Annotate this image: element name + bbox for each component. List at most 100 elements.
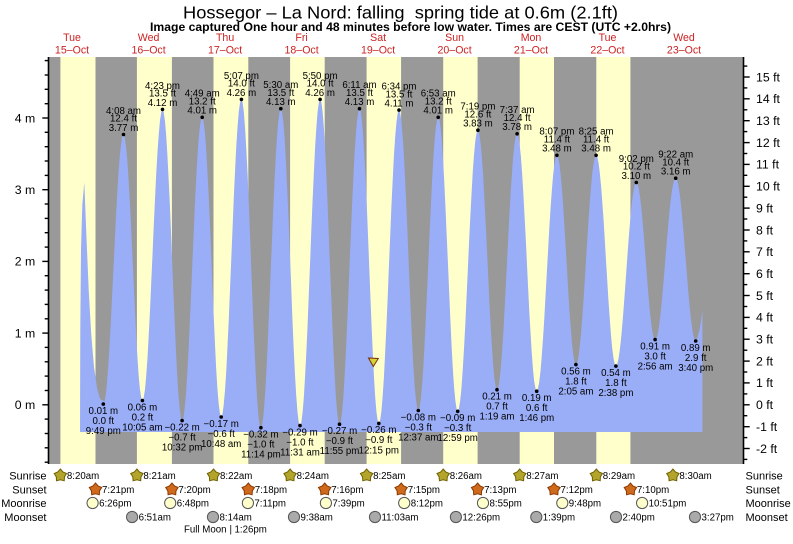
svg-text:Sunset: Sunset <box>746 484 780 496</box>
svg-text:14.0 ft: 14.0 ft <box>307 79 334 90</box>
svg-text:9:49 pm: 9:49 pm <box>86 426 121 437</box>
svg-text:7 ft: 7 ft <box>756 245 774 259</box>
svg-text:−0.3 ft: −0.3 ft <box>405 422 433 433</box>
svg-text:23–Oct: 23–Oct <box>667 45 701 57</box>
svg-text:12:37 am: 12:37 am <box>398 432 438 443</box>
svg-text:0.7 ft: 0.7 ft <box>486 402 508 413</box>
svg-text:7:39pm: 7:39pm <box>332 499 364 510</box>
svg-text:8:25 am: 8:25 am <box>579 127 614 138</box>
svg-text:8:22am: 8:22am <box>220 471 252 482</box>
svg-text:17–Oct: 17–Oct <box>208 45 242 57</box>
svg-text:14.0 ft: 14.0 ft <box>228 79 255 90</box>
svg-text:8 ft: 8 ft <box>756 223 774 237</box>
svg-text:−0.27 m: −0.27 m <box>322 426 357 437</box>
svg-text:Moonset: Moonset <box>746 512 788 524</box>
svg-text:3.78 m: 3.78 m <box>502 122 532 133</box>
svg-text:4:08 am: 4:08 am <box>106 106 141 117</box>
svg-text:1 m: 1 m <box>15 326 36 340</box>
svg-text:0 m: 0 m <box>15 398 36 412</box>
svg-text:−0.7 ft: −0.7 ft <box>168 432 196 443</box>
svg-text:3.48 m: 3.48 m <box>581 144 611 155</box>
svg-text:4.13 m: 4.13 m <box>345 97 375 108</box>
svg-text:1:19 am: 1:19 am <box>479 412 514 423</box>
svg-text:11 ft: 11 ft <box>756 158 780 172</box>
svg-text:2 m: 2 m <box>15 255 36 269</box>
svg-text:13.5 ft: 13.5 ft <box>267 88 294 99</box>
svg-text:12.6 ft: 12.6 ft <box>464 109 491 120</box>
svg-text:0.0 ft: 0.0 ft <box>93 416 115 427</box>
svg-text:8:55pm: 8:55pm <box>490 499 522 510</box>
svg-text:7:15pm: 7:15pm <box>408 485 440 496</box>
svg-text:Wed: Wed <box>138 32 160 44</box>
svg-text:4 ft: 4 ft <box>756 311 774 325</box>
svg-text:4.13 m: 4.13 m <box>266 97 296 108</box>
svg-text:1.8 ft: 1.8 ft <box>565 376 587 387</box>
svg-text:5:30 am: 5:30 am <box>263 80 298 91</box>
svg-text:18–Oct: 18–Oct <box>285 45 319 57</box>
svg-text:3.0 ft: 3.0 ft <box>644 351 666 362</box>
svg-text:20–Oct: 20–Oct <box>438 45 472 57</box>
svg-text:11:03am: 11:03am <box>382 513 419 524</box>
svg-text:19–Oct: 19–Oct <box>361 45 395 57</box>
svg-text:Hossegor – La Nord: falling s: Hossegor – La Nord: falling spring tide … <box>183 3 618 23</box>
svg-text:7:21pm: 7:21pm <box>102 485 134 496</box>
svg-text:1:39pm: 1:39pm <box>543 513 575 524</box>
svg-text:2:05 am: 2:05 am <box>558 387 593 398</box>
svg-text:4.01 m: 4.01 m <box>423 106 453 117</box>
svg-text:5:50 pm: 5:50 pm <box>303 71 338 82</box>
svg-text:−0.22 m: −0.22 m <box>164 422 199 433</box>
svg-text:9 ft: 9 ft <box>756 201 774 215</box>
svg-text:0.6 ft: 0.6 ft <box>526 403 548 414</box>
svg-text:6 ft: 6 ft <box>756 267 774 281</box>
svg-text:12.4 ft: 12.4 ft <box>504 113 531 124</box>
svg-text:1.8 ft: 1.8 ft <box>605 378 627 389</box>
svg-text:10:05 am: 10:05 am <box>122 422 162 433</box>
svg-text:Tue: Tue <box>599 32 617 44</box>
svg-text:13 ft: 13 ft <box>756 114 781 128</box>
svg-text:12:26pm: 12:26pm <box>462 513 500 524</box>
svg-text:−0.6 ft: −0.6 ft <box>208 429 236 440</box>
svg-text:2.9 ft: 2.9 ft <box>685 353 707 364</box>
svg-text:−0.9 ft: −0.9 ft <box>365 435 393 446</box>
svg-text:12:15 pm: 12:15 pm <box>359 445 399 456</box>
svg-text:5 ft: 5 ft <box>756 289 774 303</box>
svg-text:0.01 m: 0.01 m <box>88 406 118 417</box>
svg-text:Moonset: Moonset <box>4 512 46 524</box>
svg-text:16–Oct: 16–Oct <box>132 45 166 57</box>
svg-text:4:23 pm: 4:23 pm <box>145 81 180 92</box>
svg-text:−0.32 m: −0.32 m <box>243 430 278 441</box>
svg-text:1 ft: 1 ft <box>756 376 774 390</box>
svg-text:0.91 m: 0.91 m <box>640 341 670 352</box>
svg-text:4.12 m: 4.12 m <box>148 98 178 109</box>
svg-text:2:40pm: 2:40pm <box>623 513 655 524</box>
svg-text:6:51am: 6:51am <box>139 513 171 524</box>
svg-text:11:31 am: 11:31 am <box>280 448 320 459</box>
svg-text:0.54 m: 0.54 m <box>601 368 631 379</box>
svg-text:Mon: Mon <box>521 32 542 44</box>
svg-text:7:18pm: 7:18pm <box>255 485 287 496</box>
svg-text:4.26 m: 4.26 m <box>227 88 257 99</box>
svg-text:3.83 m: 3.83 m <box>463 119 493 130</box>
svg-text:-1 ft: -1 ft <box>756 420 778 434</box>
svg-text:8:30am: 8:30am <box>679 471 711 482</box>
svg-text:6:53 am: 6:53 am <box>421 89 456 100</box>
svg-text:10:48 am: 10:48 am <box>201 439 241 450</box>
svg-text:|: | <box>230 525 233 536</box>
svg-text:Sunset: Sunset <box>12 484 46 496</box>
svg-text:8:24am: 8:24am <box>297 471 329 482</box>
svg-text:−0.3 ft: −0.3 ft <box>444 423 472 434</box>
svg-text:9:02 pm: 9:02 pm <box>619 154 654 165</box>
svg-text:0.89 m: 0.89 m <box>681 343 711 354</box>
svg-text:3:40 pm: 3:40 pm <box>678 363 713 374</box>
svg-text:13.5 ft: 13.5 ft <box>149 89 176 100</box>
svg-text:7:20pm: 7:20pm <box>178 485 210 496</box>
svg-text:7:16pm: 7:16pm <box>331 485 363 496</box>
svg-text:6:11 am: 6:11 am <box>342 80 376 91</box>
svg-text:22–Oct: 22–Oct <box>590 45 624 57</box>
svg-text:−1.0 ft: −1.0 ft <box>247 440 275 451</box>
svg-text:−0.9 ft: −0.9 ft <box>326 436 354 447</box>
svg-text:-2 ft: -2 ft <box>756 442 778 456</box>
svg-text:11.4 ft: 11.4 ft <box>544 135 571 146</box>
svg-text:3 m: 3 m <box>15 183 36 197</box>
svg-text:−1.0 ft: −1.0 ft <box>286 437 314 448</box>
